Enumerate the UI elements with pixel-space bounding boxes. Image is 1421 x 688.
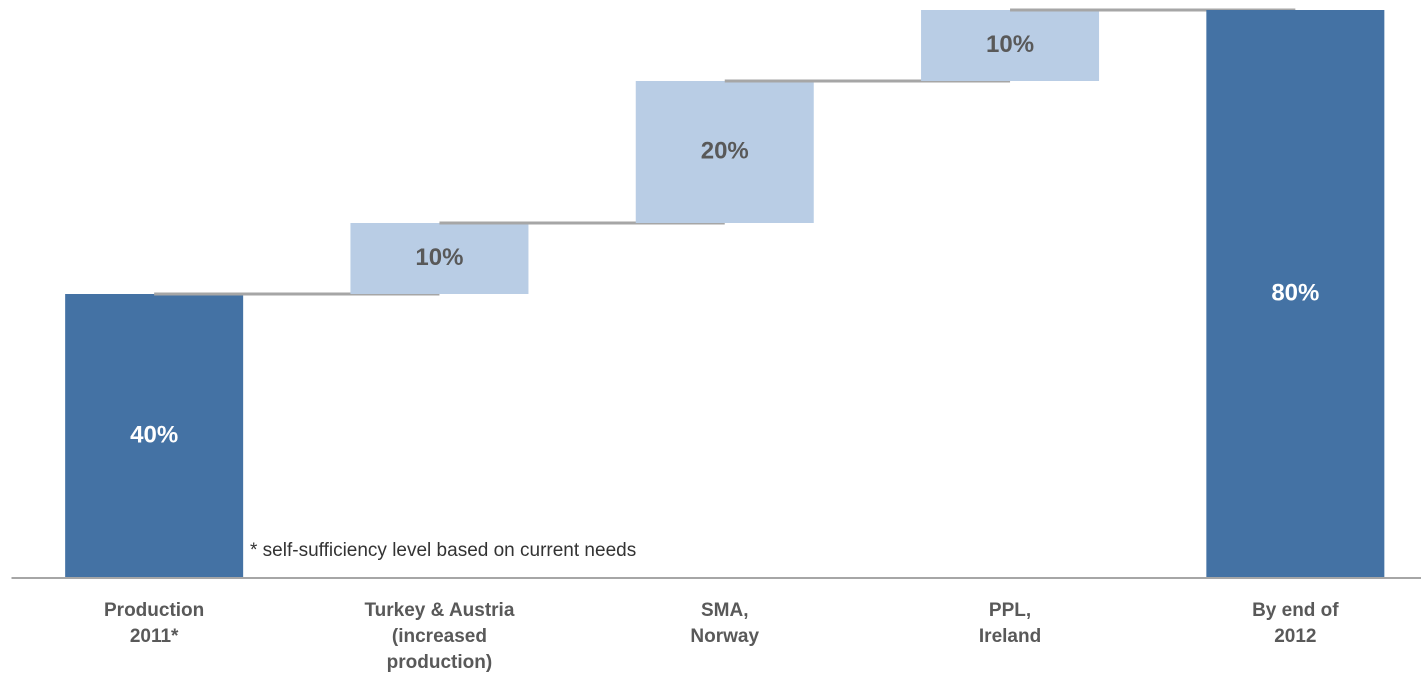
value-label: 80% [1271, 279, 1319, 306]
x-tick-label: Production 2011* [104, 600, 205, 647]
bar [65, 294, 244, 578]
bar [350, 223, 529, 294]
bar [921, 10, 1100, 81]
x-tick-label: PPL, Ireland [978, 600, 1042, 647]
value-label: 10% [415, 244, 463, 271]
footnote: * self-sufficiency level based on curren… [250, 540, 637, 561]
x-tick-label: SMA, Norway [690, 600, 760, 647]
value-label: 40% [130, 421, 178, 448]
x-tick-label: By end of 2012 [1252, 600, 1339, 647]
value-label: 20% [701, 137, 749, 164]
bar [1206, 10, 1385, 578]
value-label: 10% [986, 31, 1034, 58]
bar [635, 81, 814, 223]
x-tick-label: Turkey & Austria (increased production) [364, 600, 515, 673]
